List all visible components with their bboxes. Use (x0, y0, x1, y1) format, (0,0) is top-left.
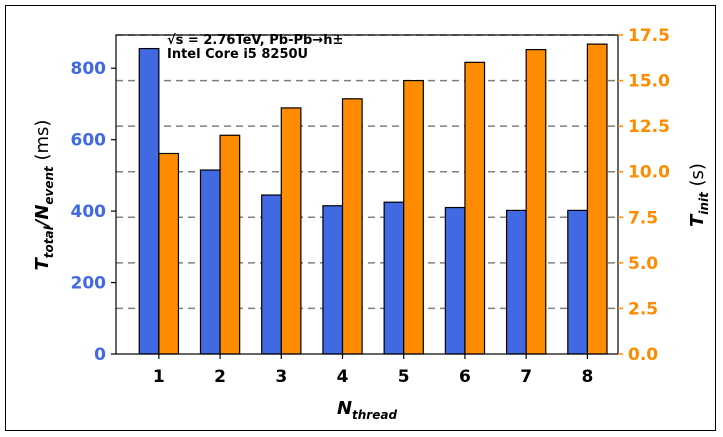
annotation-line-2: Intel Core i5 8250U (167, 47, 308, 62)
x-tick-label: 3 (275, 367, 287, 387)
bars (138, 43, 608, 355)
y-left-tick-label: 0 (94, 345, 106, 365)
bar-right-1 (158, 152, 180, 355)
bar-left-1 (138, 47, 160, 355)
figure-border (5, 5, 716, 431)
bar-left-4 (322, 205, 344, 355)
bar-left-5 (383, 201, 405, 355)
y-right-tick-label: 17.5 (628, 26, 670, 46)
y-right-tick-label: 12.5 (628, 117, 670, 137)
bar-right-7 (525, 48, 547, 355)
x-axis-label: Nthread (337, 398, 398, 422)
x-tick-label: 2 (214, 367, 226, 387)
y-right-tick-label: 0.0 (628, 345, 658, 365)
bar-right-6 (464, 61, 486, 355)
y-axis-right-label: Tinit (s) (687, 163, 711, 227)
y-right-tick-label: 7.5 (628, 208, 658, 228)
x-tick-label: 8 (581, 367, 593, 387)
bar-right-8 (586, 43, 608, 355)
x-tick-label: 7 (520, 367, 532, 387)
y-left-tick-label: 400 (71, 202, 107, 222)
bar-left-3 (261, 194, 282, 355)
x-tick-label: 4 (337, 367, 349, 387)
bar-left-8 (567, 209, 588, 355)
bar-right-2 (219, 134, 241, 355)
y-axis-left-label: Ttotal/Nevent (ms) (32, 120, 56, 271)
y-left-tick-label: 800 (71, 59, 107, 79)
bar-left-6 (444, 206, 466, 355)
y-left-tick-label: 200 (71, 274, 107, 294)
y-right-tick-label: 2.5 (628, 299, 658, 319)
x-tick-label: 5 (398, 367, 410, 387)
ticks: 1 2 3 4 5 6 7 8 0 200 400 600 800 0.0 2.5 5.0 7.5 10.0 12.… (71, 26, 671, 387)
bar-right-4 (341, 98, 363, 355)
bar-left-2 (199, 169, 221, 355)
plot-area-border (115, 34, 619, 355)
bar-left-7 (505, 209, 527, 355)
y-right-tick-label: 10.0 (628, 163, 670, 183)
y-right-tick-label: 5.0 (628, 254, 658, 274)
bar-right-5 (403, 79, 424, 355)
y-left-tick-label: 600 (71, 131, 107, 151)
x-tick-label: 6 (459, 367, 471, 387)
x-tick-label: 1 (153, 367, 165, 387)
annotation-line-1: √s = 2.76TeV, Pb-Pb→h± (167, 33, 343, 48)
bar-right-3 (280, 107, 302, 355)
y-right-tick-label: 15.0 (628, 72, 670, 92)
